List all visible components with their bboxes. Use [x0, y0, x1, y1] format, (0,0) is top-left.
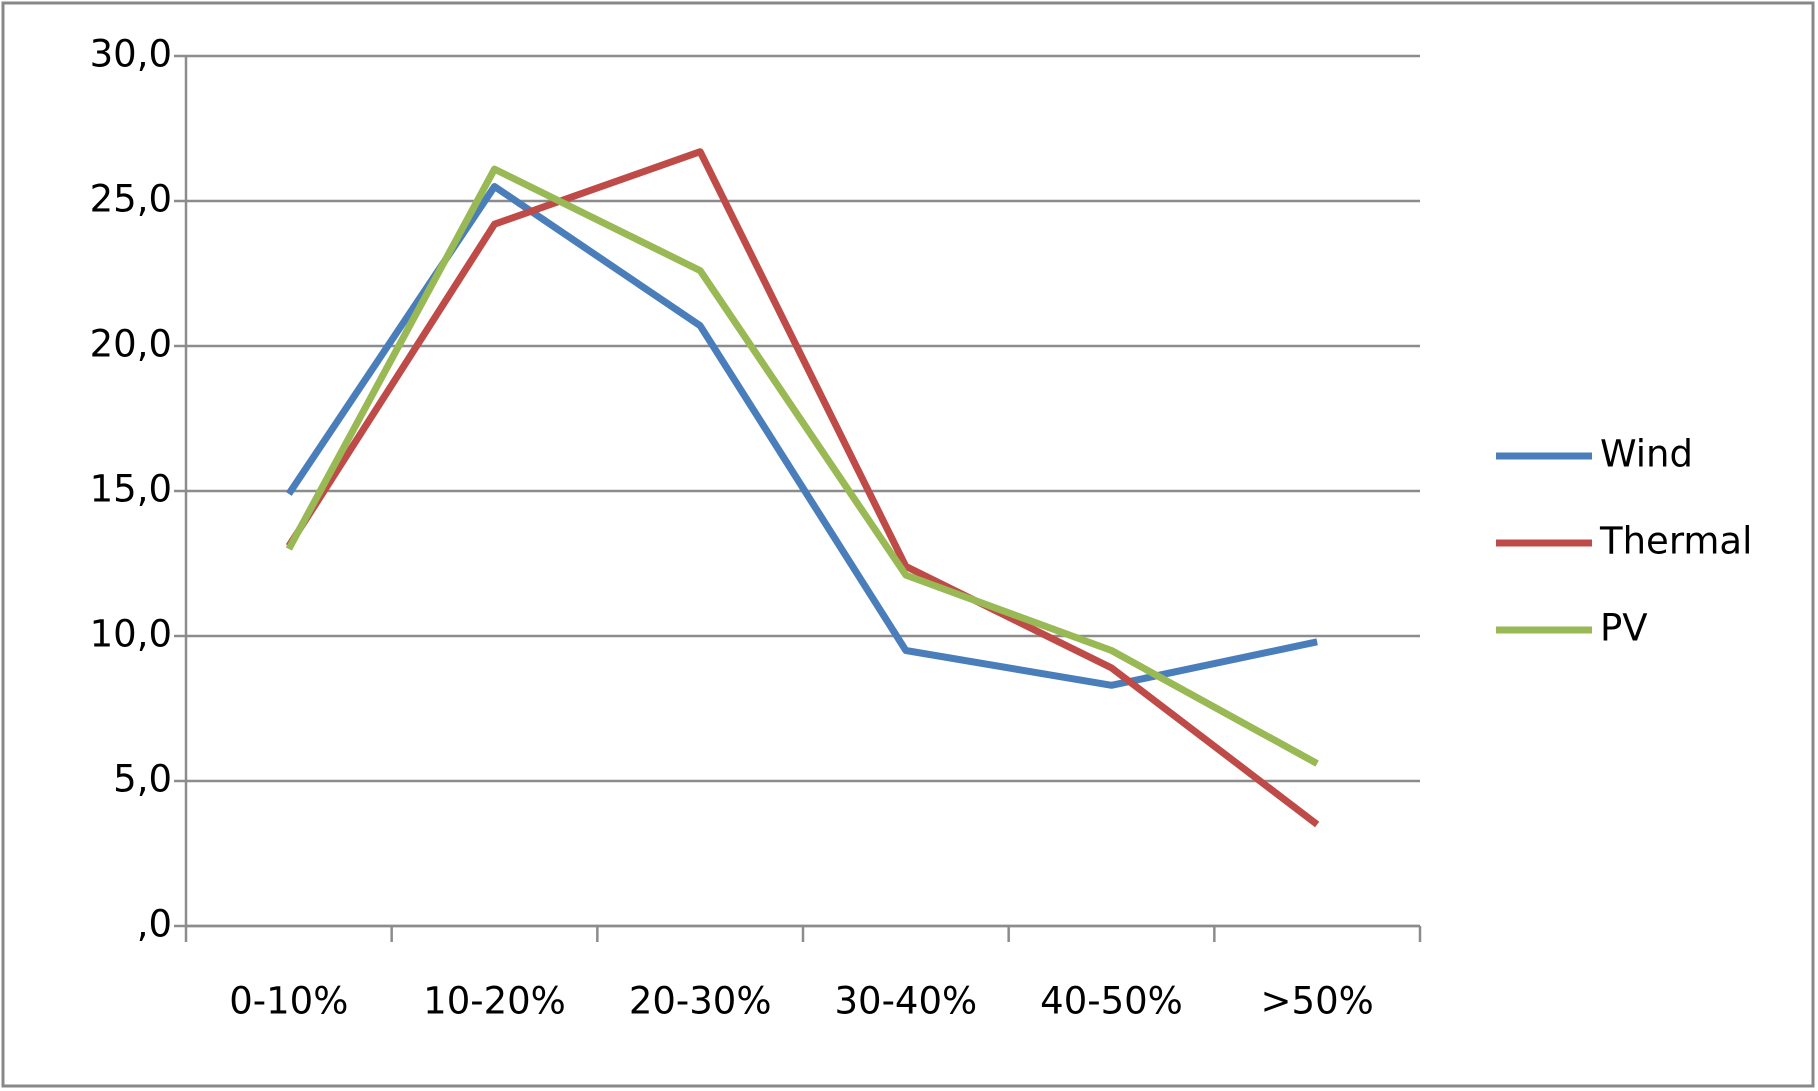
y-tick-label: 15,0: [90, 468, 172, 511]
y-tick-label: 10,0: [90, 613, 172, 656]
x-tick-label: 10-20%: [423, 980, 566, 1023]
x-tick-label: 20-30%: [629, 980, 772, 1023]
series-line: [285, 165, 1319, 767]
x-tick-label: 0-10%: [229, 980, 348, 1023]
y-tick-label: ,0: [137, 903, 172, 946]
legend-label: Thermal: [1599, 520, 1752, 563]
y-tick-label: 25,0: [90, 178, 172, 221]
y-tick-label: 30,0: [90, 33, 172, 76]
x-tick-label: >50%: [1261, 980, 1374, 1023]
series-line: [285, 148, 1320, 828]
legend-label: Wind: [1600, 433, 1693, 476]
y-tick-label: 20,0: [90, 323, 172, 366]
x-tick-label: 40-50%: [1040, 980, 1183, 1023]
y-tick-label: 5,0: [113, 758, 172, 801]
x-tick-label: 30-40%: [834, 980, 977, 1023]
legend-label: PV: [1600, 607, 1648, 650]
